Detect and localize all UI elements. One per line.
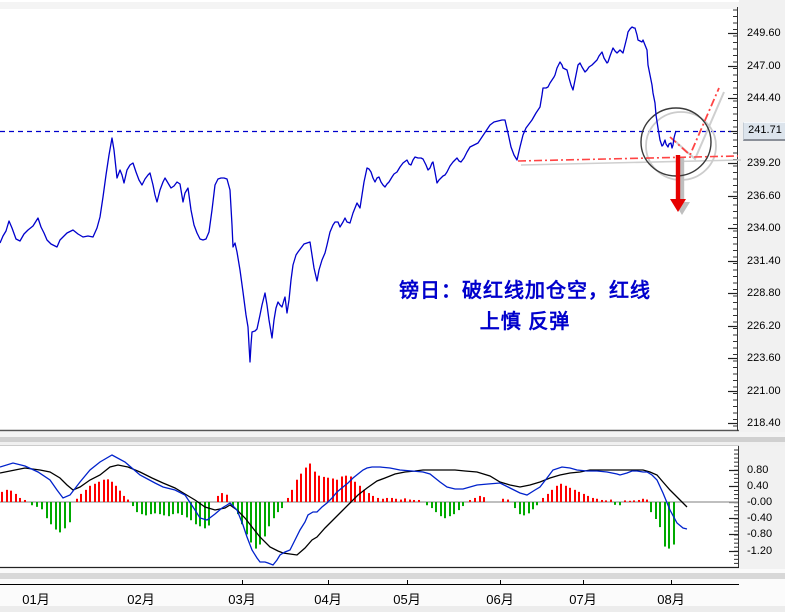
momentum-axis-label: 0.80 [747,464,769,476]
price-axis-label: 239.20 [747,157,781,169]
price-axis-label: 221.00 [747,385,781,397]
momentum-axis-label: -0.00 [747,496,773,508]
time-axis-label: 03月 [228,592,256,607]
time-axis-label: 02月 [127,592,155,607]
trade-note-annotation: 镑日：破红线加仓空，红线 上慎 反弹 [370,276,680,338]
price-axis-label: 236.60 [747,190,781,202]
price-scale-column [739,0,785,612]
trade-note-line1: 镑日：破红线加仓空，红线 [399,280,651,302]
price-axis-label: 223.60 [747,352,781,364]
panel-separator [0,442,785,446]
time-axis-label: 04月 [314,592,342,607]
momentum-axis-label: -0.40 [747,512,773,524]
bottom-strip [0,606,785,612]
price-axis-label: 218.40 [747,417,781,429]
time-axis-label: 05月 [393,592,421,607]
top-strip [0,2,785,9]
panel-separator-band[interactable] [0,573,785,579]
momentum-axis-label: -0.80 [747,528,773,540]
momentum-axis-label: -1.20 [747,545,773,557]
price-axis-label: 244.40 [747,92,781,104]
time-axis-label: 01月 [22,592,50,607]
price-axis-label: 247.00 [747,60,781,72]
time-axis-label: 08月 [657,592,685,607]
panel-separator [0,432,785,437]
time-axis-label: 06月 [486,592,514,607]
price-axis-label: 234.00 [747,222,781,234]
panel-separator [0,569,785,573]
time-axis-strip [0,579,785,606]
trade-note-line2: 上慎 反弹 [479,311,571,333]
momentum-axis-label: 0.40 [747,480,769,492]
price-axis-label: 231.40 [747,255,781,267]
time-axis-label: 07月 [569,592,597,607]
panel-separator-band[interactable] [0,437,785,442]
current-price-badge: 241.71 [743,122,785,141]
price-axis-label: 249.60 [747,27,781,39]
price-axis-label: 228.80 [747,287,781,299]
price-axis-label: 226.20 [747,320,781,332]
